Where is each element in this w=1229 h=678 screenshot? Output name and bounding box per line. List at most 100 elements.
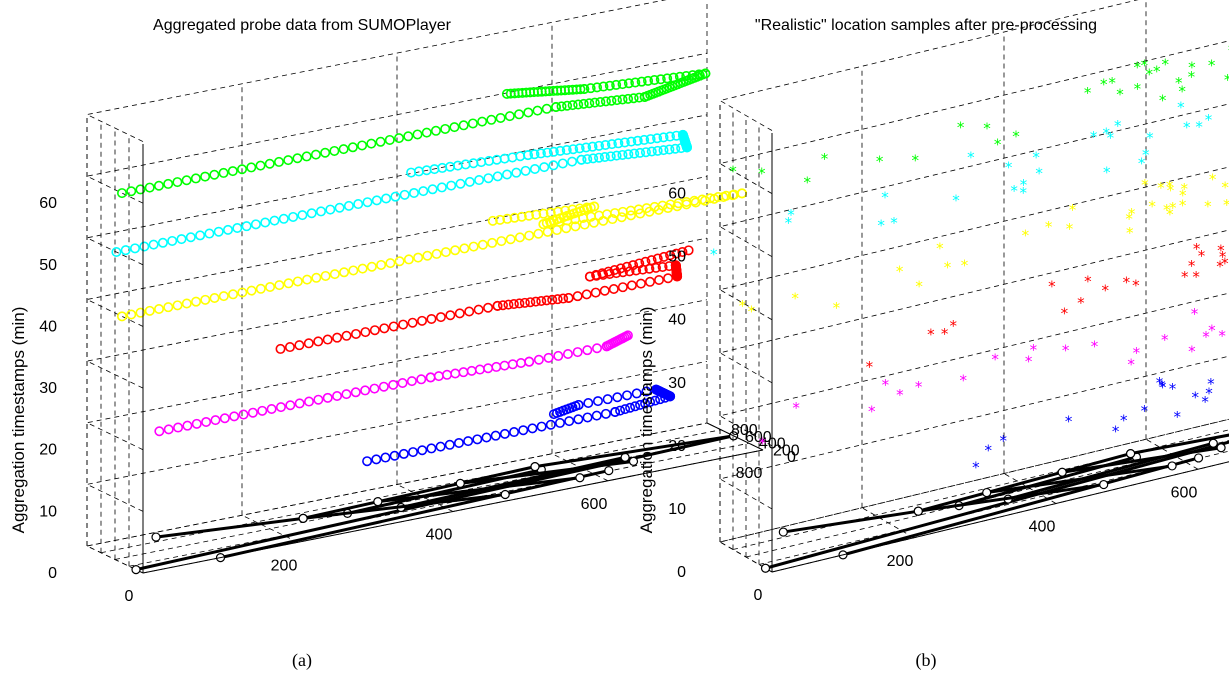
data-point [554, 417, 565, 428]
data-point [646, 146, 657, 157]
data-point [111, 247, 122, 258]
data-point: * [1166, 205, 1174, 223]
road-node [1193, 453, 1204, 463]
data-point [380, 452, 391, 463]
data-point: * [821, 150, 829, 168]
data-point [623, 149, 634, 160]
grid-line [128, 442, 750, 567]
data-point [609, 265, 620, 276]
grid-line [758, 450, 1229, 565]
data-point [643, 75, 654, 86]
data-point [450, 368, 461, 379]
panel-a-grid [85, 0, 764, 574]
data-point [495, 112, 506, 123]
data-point [148, 239, 159, 250]
grid-line [85, 422, 708, 574]
data-point [247, 407, 258, 418]
grid-line [85, 114, 708, 266]
data-point [455, 178, 466, 189]
data-point [442, 369, 453, 380]
data-point [398, 448, 409, 459]
data-point [605, 151, 616, 162]
x-tick-label: 600 [1171, 484, 1198, 501]
data-point [531, 209, 542, 220]
data-point: * [1156, 374, 1164, 392]
data-point: * [1204, 197, 1212, 215]
data-point [433, 371, 444, 382]
data-point [181, 298, 192, 309]
data-point: * [1221, 178, 1229, 196]
road-segment [842, 456, 1199, 557]
data-point: * [1100, 76, 1108, 94]
data-point: * [985, 442, 993, 460]
data-point: * [758, 165, 766, 183]
series-00ff00 [117, 68, 711, 199]
x-tick-label: 0 [754, 587, 763, 604]
z-tick-label: 0 [48, 565, 57, 582]
data-point [694, 69, 705, 80]
data-point [508, 299, 519, 310]
data-point: * [927, 326, 935, 344]
panel-a-road-network [131, 431, 739, 575]
data-point [449, 122, 460, 133]
data-point [491, 361, 502, 372]
data-point [200, 171, 211, 182]
data-point: * [1141, 402, 1149, 420]
data-point [250, 219, 261, 230]
data-point [536, 421, 547, 432]
data-point [329, 269, 340, 280]
data-point [421, 127, 432, 138]
z-tick-label: 0 [677, 564, 686, 581]
data-point [581, 142, 592, 153]
data-point [563, 292, 574, 303]
data-point: * [1134, 80, 1142, 98]
data-point [626, 136, 637, 147]
data-point [209, 292, 220, 303]
data-point [736, 188, 747, 199]
data-point [558, 293, 569, 304]
data-point: * [994, 135, 1002, 153]
data-point: * [792, 399, 800, 417]
data-point [590, 287, 601, 298]
data-point: * [1005, 158, 1013, 176]
z-tick-label: 10 [668, 501, 686, 518]
data-point [683, 245, 694, 256]
data-point [492, 300, 503, 311]
data-point [520, 165, 531, 176]
data-point: * [972, 459, 980, 477]
data-point [497, 300, 508, 311]
data-point [541, 103, 552, 114]
road-node [1167, 461, 1177, 471]
grid-line [114, 436, 736, 560]
data-point: * [1108, 74, 1116, 92]
data-point [313, 394, 324, 405]
data-point [611, 79, 622, 90]
data-point [463, 436, 474, 447]
panel-b-title: "Realistic" location samples after pre-p… [755, 17, 1097, 34]
data-point [657, 261, 668, 272]
data-point [538, 208, 549, 219]
data-point: * [959, 371, 967, 389]
data-point: * [748, 302, 756, 320]
data-point [640, 147, 651, 158]
data-point [466, 365, 477, 376]
grid-line [718, 229, 1229, 384]
data-point [275, 343, 286, 354]
data-point [284, 342, 295, 353]
data-point [204, 228, 215, 239]
data-point [338, 144, 349, 155]
data-point [542, 147, 553, 158]
data-point: * [1201, 393, 1209, 411]
data-point [664, 144, 675, 155]
data-point [523, 107, 534, 118]
data-point [130, 243, 141, 254]
data-point [264, 158, 275, 169]
grid-line [745, 440, 1229, 558]
panel-a-caption: (a) [292, 650, 312, 671]
data-point [630, 77, 641, 88]
data-point [406, 167, 417, 178]
data-point [322, 392, 333, 403]
series-ff0000 [275, 245, 694, 354]
data-point: * [1192, 388, 1200, 406]
panel-b: "Realistic" location samples after pre-p… [637, 0, 1229, 671]
